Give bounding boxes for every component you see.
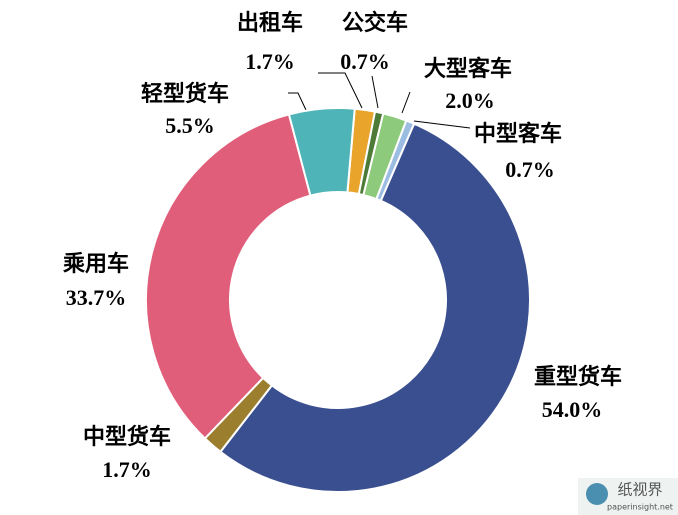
donut-segment — [219, 122, 531, 493]
value-label: 1.7% — [245, 49, 295, 74]
leader-line — [318, 72, 363, 109]
leader-line — [401, 91, 411, 114]
watermark-logo — [586, 483, 608, 505]
category-label: 中型客车 — [474, 121, 562, 147]
value-label: 5.5% — [165, 113, 215, 138]
leader-line — [288, 92, 307, 111]
watermark-url: paperinsight.net — [607, 503, 673, 512]
category-label: 大型客车 — [424, 56, 512, 82]
value-label: 2.0% — [445, 88, 495, 113]
leader-line — [371, 75, 379, 109]
category-label: 公交车 — [342, 10, 408, 36]
value-label: 33.7% — [66, 285, 127, 310]
leader-line — [413, 120, 471, 129]
donut-segment — [145, 113, 312, 440]
watermark: 纸视界 paperinsight.net — [578, 478, 678, 515]
value-label: 0.7% — [340, 49, 390, 74]
leader-lines — [288, 72, 471, 129]
watermark-text: 纸视界 — [617, 481, 662, 499]
category-label: 出租车 — [237, 10, 303, 36]
donut-segment — [287, 107, 356, 197]
value-label: 1.7% — [102, 457, 152, 482]
category-label: 乘用车 — [62, 251, 129, 277]
value-label: 0.7% — [505, 157, 555, 182]
category-label: 轻型货车 — [141, 81, 229, 107]
category-label: 中型货车 — [83, 424, 171, 450]
value-label: 54.0% — [542, 397, 603, 422]
category-label: 重型货车 — [534, 364, 622, 390]
